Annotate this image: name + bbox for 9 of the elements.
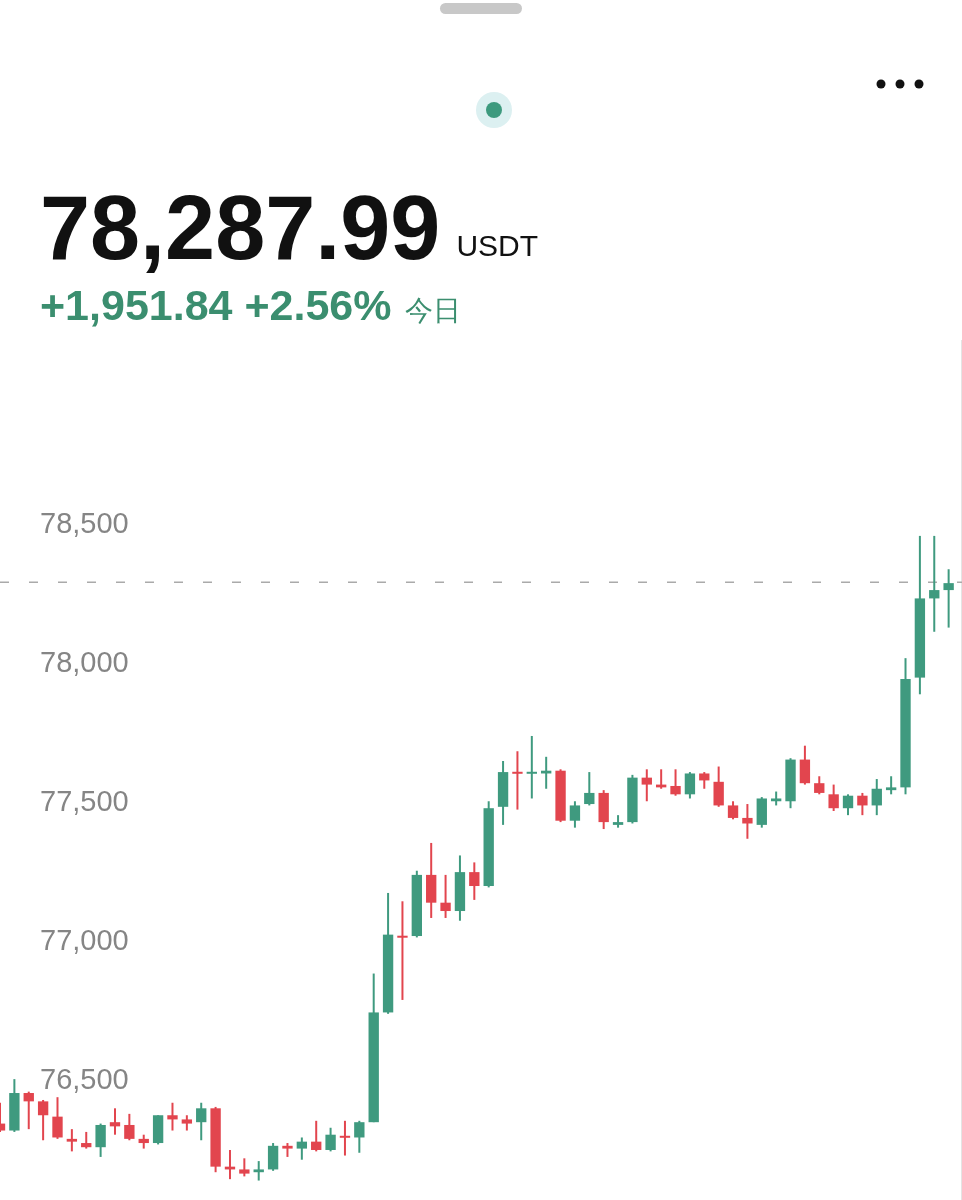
subtitle: +1,951.84 +2.56% [40,281,392,329]
y-tick-label: 77,500 [40,785,129,818]
annotation: USDT [456,229,539,262]
y-tick-label: 77,000 [40,924,129,957]
y-tick-label: 76,500 [40,1063,129,1096]
title: 78,287.99 [40,178,441,278]
y-tick-label: 78,000 [40,646,129,679]
annotation: 今日 [405,295,462,326]
y-tick-label: 78,500 [40,507,129,540]
